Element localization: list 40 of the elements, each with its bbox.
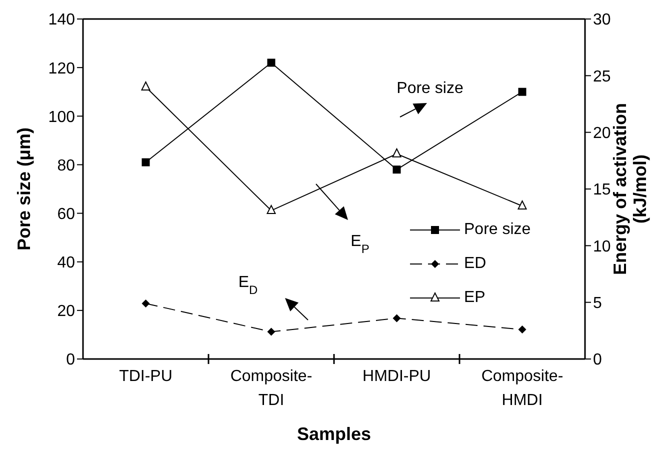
annotation: E$_{P}$	[350, 233, 370, 256]
point	[141, 82, 150, 90]
x-tick-label: TDI-PU	[119, 368, 172, 385]
point	[142, 158, 150, 166]
y2-tick-label: 15	[593, 182, 611, 199]
y2-tick-label: 0	[593, 352, 602, 369]
point	[392, 314, 401, 322]
y-tick-label: 60	[57, 206, 76, 223]
legend-label: ED	[464, 254, 486, 274]
y-tick-label: 120	[48, 60, 76, 78]
y2-tick-label: 30	[593, 12, 611, 29]
y2-axis-title: Energy of activation (kJ/mol)	[610, 102, 650, 276]
y2-tick-label: 25	[593, 68, 611, 86]
annotation: E$_{D}$	[238, 274, 258, 297]
y2-tick-label: 5	[593, 295, 602, 312]
y-tick-label: 80	[57, 157, 76, 174]
annotation: Pore size	[396, 80, 464, 97]
x-tick-label: Composite-TDI	[230, 368, 312, 409]
point	[518, 326, 526, 334]
point	[518, 200, 527, 210]
legend-label: Pore size	[464, 220, 531, 240]
point	[267, 328, 276, 336]
y-tick-label: 20	[57, 303, 76, 320]
y-tick-label: 100	[48, 108, 76, 126]
point	[392, 148, 402, 158]
y-tick-label: 0	[66, 352, 76, 369]
y2-tick-label: 20	[593, 125, 611, 142]
x-axis-title: Samples	[296, 424, 372, 444]
y2-tick-label: 10	[593, 238, 611, 256]
point	[142, 299, 150, 308]
legend-label: EP	[464, 288, 486, 308]
point	[518, 88, 526, 96]
y-tick-label: 140	[48, 12, 76, 29]
x-tick-label: HMDI-PU	[362, 368, 431, 385]
x-tick-label: Composite-HMDI	[481, 368, 564, 409]
point	[267, 58, 276, 67]
y-axis-title: Pore size (μm)	[14, 127, 34, 251]
y-tick-label: 40	[57, 254, 76, 272]
point	[266, 205, 276, 214]
point	[392, 166, 401, 174]
